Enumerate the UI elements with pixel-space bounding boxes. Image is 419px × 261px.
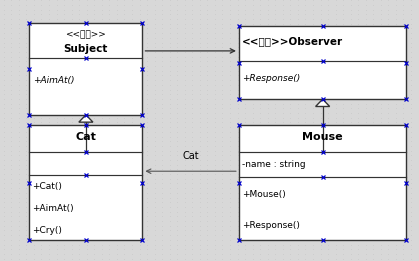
Text: +Response(): +Response() <box>242 221 300 230</box>
Text: +Response(): +Response() <box>242 74 300 83</box>
Text: +Cat(): +Cat() <box>32 182 62 191</box>
Text: Cat: Cat <box>182 151 199 161</box>
Text: +Cry(): +Cry() <box>32 226 62 235</box>
Polygon shape <box>316 99 330 106</box>
Text: <<接口>>: <<接口>> <box>65 30 106 39</box>
Text: +AimAt(): +AimAt() <box>32 204 73 213</box>
Polygon shape <box>79 115 93 122</box>
Bar <box>239 125 406 240</box>
Text: -name : string: -name : string <box>242 160 306 169</box>
Bar <box>29 23 142 115</box>
Text: +AimAt(): +AimAt() <box>33 76 74 85</box>
Text: +Mouse(): +Mouse() <box>242 190 286 199</box>
Text: Cat: Cat <box>75 132 96 142</box>
Text: Mouse: Mouse <box>303 132 343 142</box>
Bar <box>239 26 406 99</box>
Text: Subject: Subject <box>64 44 108 54</box>
Text: <<接口>>Observer: <<接口>>Observer <box>242 36 343 46</box>
Bar <box>29 125 142 240</box>
